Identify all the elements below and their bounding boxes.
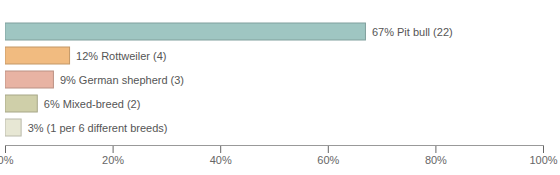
svg-text:0%: 0% (0, 154, 14, 166)
svg-text:12% Rottweiler (4): 12% Rottweiler (4) (76, 50, 166, 62)
svg-text:6% Mixed-breed (2): 6% Mixed-breed (2) (44, 98, 141, 110)
svg-text:9% German shepherd (3): 9% German shepherd (3) (60, 74, 184, 86)
svg-text:80%: 80% (425, 154, 447, 166)
svg-text:67% Pit bull (22): 67% Pit bull (22) (372, 26, 453, 38)
svg-text:40%: 40% (210, 154, 232, 166)
svg-text:60%: 60% (317, 154, 339, 166)
svg-text:100%: 100% (529, 154, 557, 166)
svg-text:20%: 20% (102, 154, 124, 166)
svg-text:3% (1 per 6 different breeds): 3% (1 per 6 different breeds) (28, 122, 168, 134)
